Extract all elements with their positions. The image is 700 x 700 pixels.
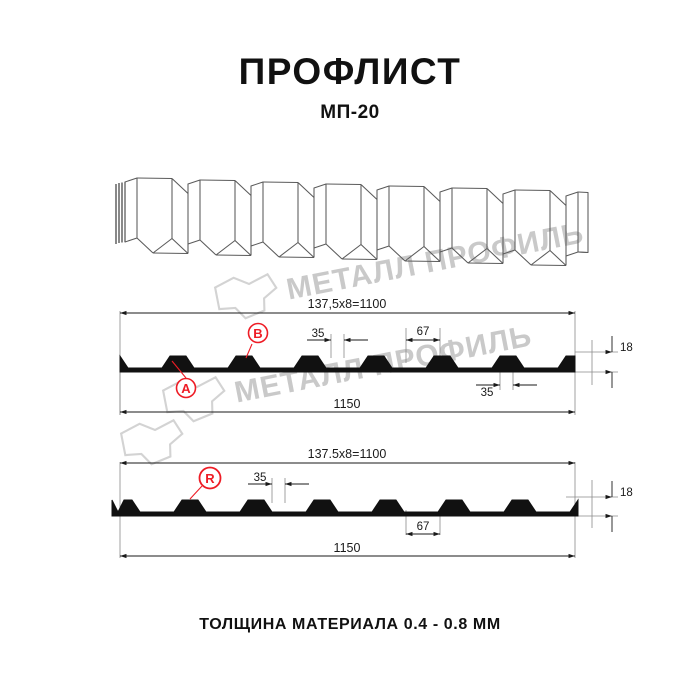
profile-shape-bottom [111, 498, 579, 517]
page-title: ПРОФЛИСТ [238, 51, 462, 92]
dimension-height-top: 18 [605, 336, 633, 388]
dimension-flat-top: 67 [406, 326, 440, 343]
page-subtitle-model: МП-20 [320, 102, 380, 123]
marker-b-letter: B [253, 326, 262, 341]
watermark-logo-icon [119, 418, 184, 466]
profile-shape-top [119, 354, 576, 373]
label-slope-left-top: 35 [312, 328, 325, 340]
dimension-slope-left-bottom: 35 [248, 472, 309, 487]
watermark-3 [119, 418, 184, 466]
dimension-modular-width-top: 137,5x8=1100 [120, 297, 575, 316]
label-modular-width-top: 137,5x8=1100 [308, 297, 387, 311]
section-top-group: 137,5x8=1100 35 67 35 [119, 297, 633, 415]
watermark-logo-icon [213, 272, 278, 320]
dimension-height-bottom: 18 [605, 481, 633, 532]
label-slope-right-top: 35 [481, 387, 494, 399]
label-overall-width-bottom: 1150 [334, 541, 361, 555]
dimension-slope-right-top: 35 [476, 382, 537, 399]
label-height-bottom: 18 [620, 487, 633, 499]
label-height-top: 18 [620, 342, 633, 354]
label-overall-width-top: 1150 [334, 397, 361, 411]
marker-a-letter: A [181, 381, 191, 396]
material-thickness-note: ТОЛЩИНА МАТЕРИАЛА 0.4 - 0.8 ММ [199, 616, 501, 633]
dimension-modular-width-bottom: 137.5x8=1100 [120, 447, 575, 466]
dimension-overall-width-top: 1150 [120, 397, 575, 415]
dimension-slope-left-top: 35 [307, 328, 368, 343]
marker-r-letter: R [205, 471, 215, 486]
marker-b[interactable]: B [245, 322, 269, 359]
marker-a[interactable]: A [171, 360, 197, 399]
label-flat-top: 67 [417, 326, 430, 338]
dimension-flat-bottom: 67 [406, 521, 440, 537]
dimension-overall-width-bottom: 1150 [120, 541, 575, 559]
label-modular-width-bottom: 137.5x8=1100 [308, 447, 387, 461]
title-block: ПРОФЛИСТ МП-20 [0, 50, 700, 124]
marker-r[interactable]: R [189, 466, 222, 500]
label-flat-bottom: 67 [417, 521, 430, 533]
label-slope-left-bottom: 35 [254, 472, 267, 484]
section-bottom-group: 137.5x8=1100 35 67 18 [111, 447, 633, 559]
isometric-sheet-view [115, 177, 589, 267]
